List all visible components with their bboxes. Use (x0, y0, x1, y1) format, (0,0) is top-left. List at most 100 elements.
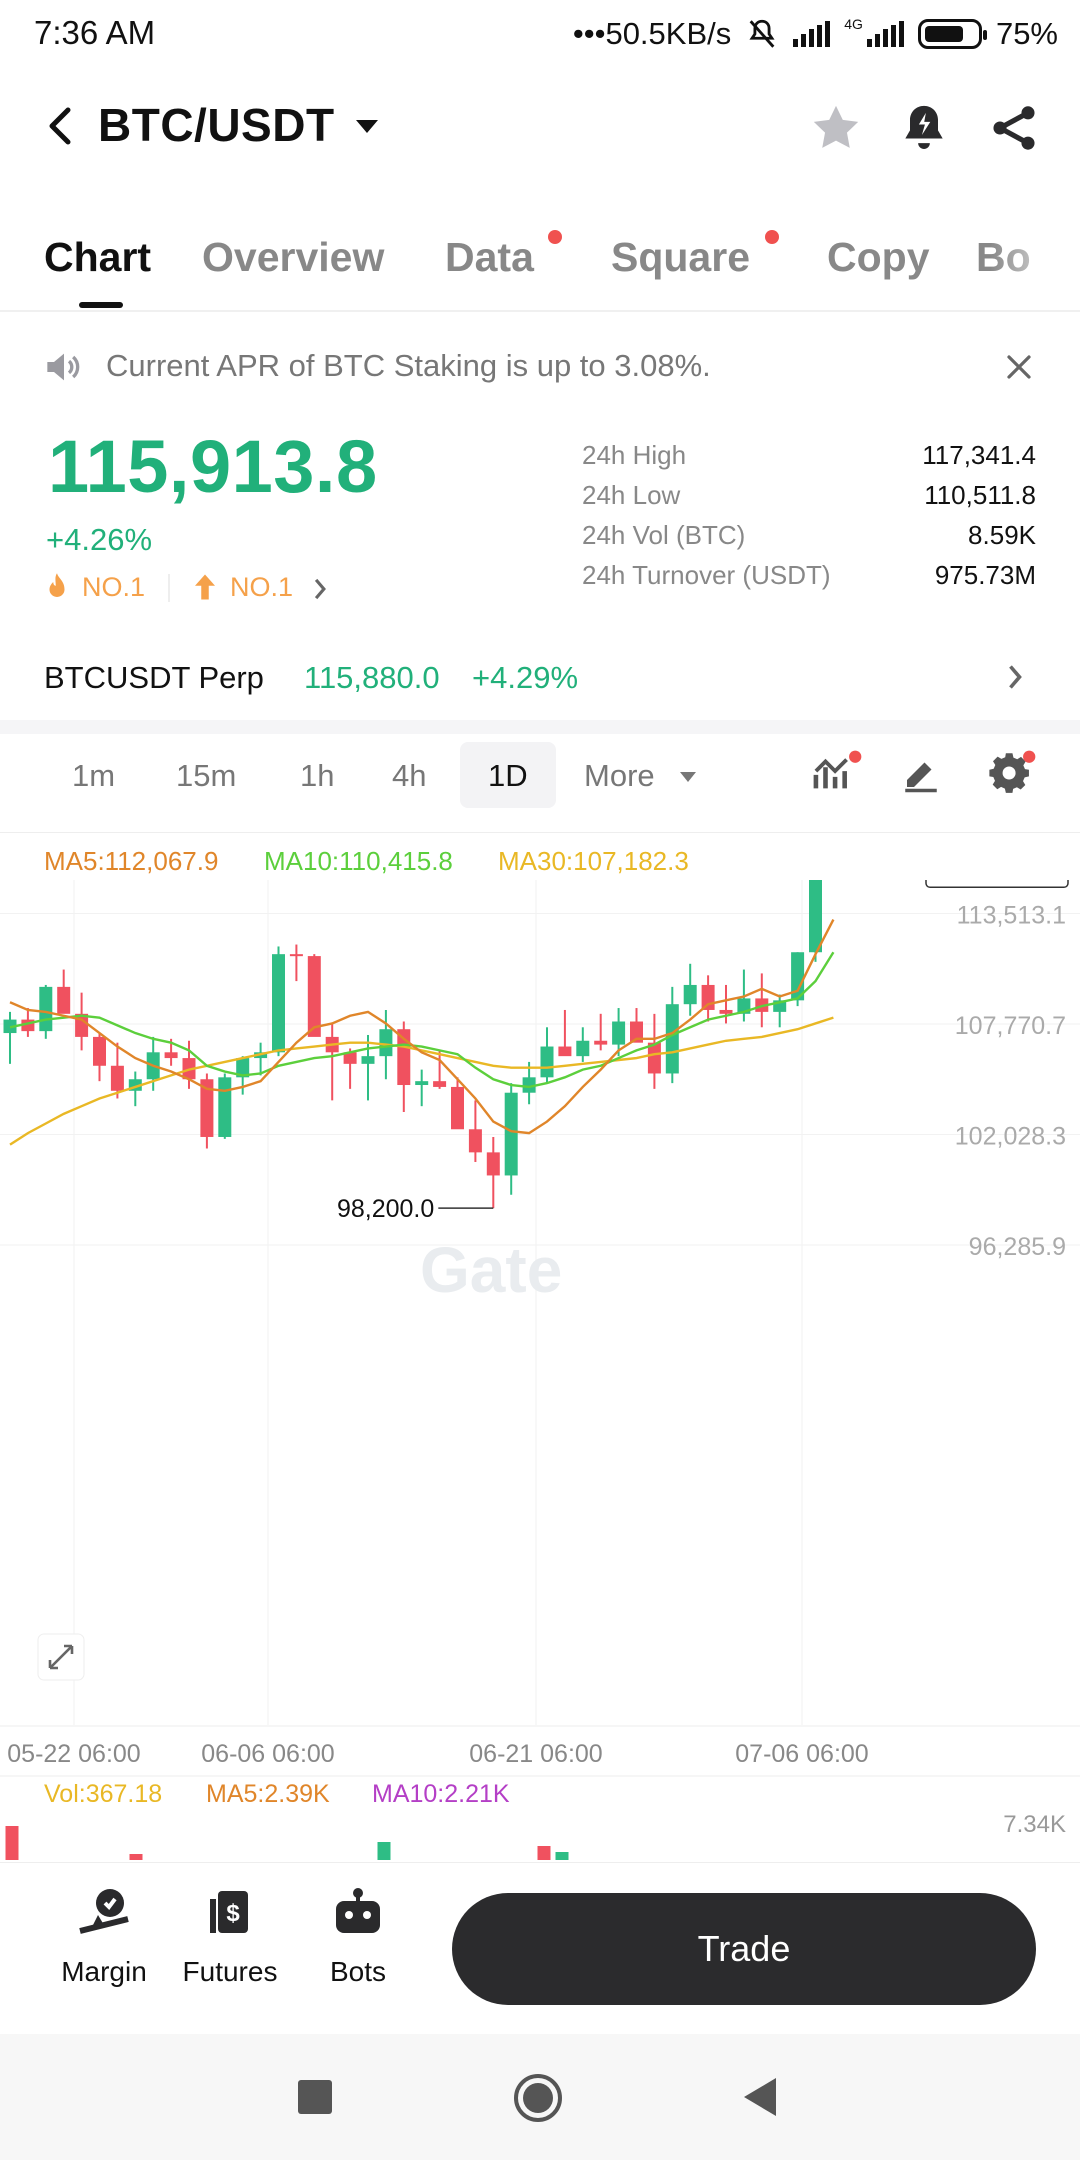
tab-square[interactable]: Square (611, 234, 750, 280)
close-icon[interactable] (1004, 352, 1034, 382)
bots-icon (336, 1888, 380, 1933)
candle-body (540, 1046, 554, 1078)
section-divider (0, 720, 1080, 734)
tab-data-dot (548, 230, 562, 244)
y-axis-labels: 119,255.5113,513.1107,770.7102,028.396,2… (955, 902, 1066, 1262)
star-icon[interactable] (808, 100, 864, 156)
staking-notice[interactable]: Current APR of BTC Staking is up to 3.08… (0, 338, 1080, 394)
up-arrow-icon (195, 574, 215, 600)
candlestick-chart[interactable]: Gate 119,255.5113,513.1107,770.7102,028.… (0, 880, 1080, 1860)
chevron-right-icon[interactable] (310, 576, 330, 602)
chart-grid (0, 880, 1080, 1777)
stat-label-vol: 24h Vol (BTC) (582, 520, 746, 550)
vol-ma5-legend: MA5:2.39K (206, 1780, 330, 1808)
chevron-right-icon[interactable] (1004, 662, 1026, 692)
y-tick-label: 96,285.9 (969, 1233, 1066, 1261)
last-price-box (925, 880, 1069, 889)
timeframe-1h[interactable]: 1h (300, 758, 335, 793)
vol-ma10-legend: MA10:2.21K (372, 1780, 510, 1808)
candle-body (200, 1079, 214, 1137)
ma30-legend: MA30:107,182.3 (498, 846, 689, 876)
signal-icon-2 (866, 21, 904, 47)
timeframe-1d[interactable]: 1D (488, 758, 528, 793)
alert-bell-icon[interactable] (896, 100, 952, 156)
price-change: +4.26% (46, 522, 153, 557)
candle-body (576, 1040, 590, 1057)
tab-chart[interactable]: Chart (44, 234, 152, 280)
candle-body (272, 954, 285, 1053)
nav-bots[interactable]: Bots (298, 1883, 418, 1988)
timeframe-15m[interactable]: 15m (176, 758, 237, 793)
candle-body (57, 986, 71, 1014)
annotations: 117,341.498,200.0115,913.8 (337, 880, 1069, 1223)
x-tick-label: 06-21 06:00 (469, 1740, 602, 1768)
nav-margin[interactable]: Margin (44, 1883, 164, 1988)
bottom-action-bar: Margin $ Futures Bots Trade (0, 1862, 1080, 2034)
nav-futures[interactable]: $ Futures (170, 1883, 290, 1988)
header: BTC/USDT (0, 90, 1080, 166)
pair-title[interactable]: BTC/USDT (98, 99, 335, 151)
settings-gear-icon[interactable] (986, 750, 1036, 796)
rank-hot[interactable]: NO.1 (82, 572, 146, 602)
candle-body (647, 1042, 661, 1074)
candle-body (719, 1009, 733, 1014)
status-time: 7:36 AM (34, 14, 156, 51)
last-price: 115,913.8 (48, 425, 378, 508)
candle-body (128, 1079, 142, 1091)
square-recent-icon[interactable] (298, 2080, 332, 2114)
timeframe-4h[interactable]: 4h (392, 758, 427, 793)
triangle-back-icon[interactable] (744, 2078, 776, 2116)
candle-body (343, 1052, 357, 1064)
nav-futures-label: Futures (182, 1956, 278, 1987)
stat-value-low: 110,511.8 (924, 480, 1036, 510)
stat-value-turnover: 975.73M (934, 560, 1036, 590)
trade-button[interactable]: Trade (452, 1893, 1036, 2005)
candle-body (809, 880, 822, 953)
candle-body (289, 954, 303, 957)
timeframe-more[interactable]: More (584, 758, 655, 793)
candle-body (683, 984, 697, 1005)
tab-copy[interactable]: Copy (827, 234, 930, 280)
candle-body (791, 952, 805, 1001)
tab-data[interactable]: Data (445, 234, 534, 280)
margin-icon (79, 1889, 129, 1934)
perp-row[interactable]: BTCUSDT Perp 115,880.0 +4.29% (0, 658, 1080, 722)
candle-body (468, 1129, 482, 1153)
timeframe-1m[interactable]: 1m (72, 758, 116, 793)
x-axis-labels: 05-22 06:00 06-06 06:00 06-21 06:00 07-06 0… (7, 1740, 868, 1768)
status-right: •••50.5KB/s 4G 75% (573, 14, 1058, 54)
candle-body (397, 1029, 411, 1086)
status-bar: 7:36 AM •••50.5KB/s 4G 75% (0, 0, 1080, 66)
candle-body (164, 1052, 178, 1059)
notice-text: Current APR of BTC Staking is up to 3.08… (106, 348, 711, 383)
tab-overview[interactable]: Overview (202, 234, 385, 280)
battery-level: 75% (995, 16, 1058, 51)
ma30-line (9, 1016, 834, 1146)
perp-price: 115,880.0 (304, 660, 440, 695)
candle-body (451, 1086, 464, 1130)
circle-home-icon[interactable] (514, 2074, 562, 2122)
candle-body (522, 1077, 536, 1093)
rank-gainer[interactable]: NO.1 (230, 572, 294, 602)
indicators-icon[interactable] (812, 750, 862, 796)
candle-body (773, 1000, 787, 1012)
candle-body (630, 1021, 643, 1043)
draw-pencil-icon[interactable] (900, 752, 942, 794)
system-nav-bar (0, 2034, 1080, 2160)
ma10-line (9, 951, 835, 1089)
candle-body (594, 1040, 608, 1045)
expand-icon[interactable] (37, 1633, 85, 1681)
back-arrow-icon[interactable] (36, 100, 88, 152)
stat-value-high: 117,341.4 (922, 440, 1036, 470)
share-icon[interactable] (986, 100, 1042, 156)
candle-body (665, 1004, 679, 1074)
volume-bar (537, 1846, 551, 1860)
watermark-text: Gate (420, 1234, 562, 1306)
caret-down-icon[interactable] (356, 120, 378, 133)
tab-fade (990, 226, 1080, 306)
x-tick-label: 06-06 06:00 (201, 1740, 334, 1768)
svg-text:$: $ (226, 1900, 240, 1927)
candle-body (486, 1152, 500, 1176)
y-tick-label: 102,028.3 (955, 1123, 1066, 1151)
candles (3, 880, 822, 1209)
